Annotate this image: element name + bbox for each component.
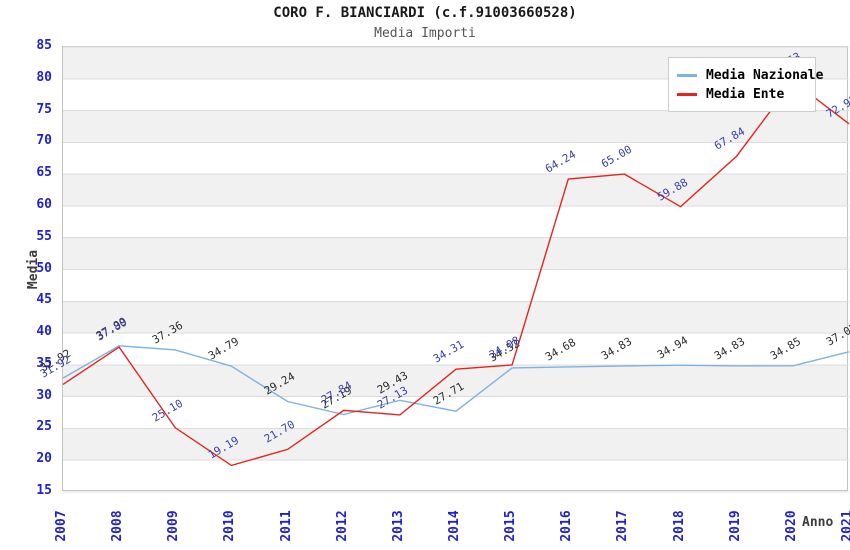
chart-svg [62,46,850,493]
x-tick-label: 2016 [559,510,575,542]
x-tick-label: 2019 [727,510,743,542]
legend-line-swatch [677,74,697,77]
y-tick-label: 85 [36,38,52,53]
x-tick-label: 2013 [390,510,406,542]
x-tick-label: 2012 [334,510,350,542]
x-tick-label: 2018 [671,510,687,542]
y-tick-label: 55 [36,228,52,244]
x-tick-label: 2020 [783,510,799,542]
x-tick-label: 2007 [54,510,69,542]
y-tick-label: 40 [36,324,52,340]
y-tick-label: 50 [36,260,52,276]
y-tick-label: 15 [36,483,52,498]
y-tick-label: 20 [36,451,52,467]
legend-line-swatch [677,93,697,96]
chart-title: CORO F. BIANCIARDI (c.f.91003660528) [273,5,577,21]
series-line-media-ente [62,80,850,467]
x-tick-label: 2010 [222,510,238,542]
plot-area: 32.92 37.99 37.36 34.79 29.24 27.19 29.43 27.71… [38,46,850,493]
y-tick-label: 75 [36,101,52,117]
y-tick-label: 60 [36,196,52,212]
legend-label: Media Ente [706,87,785,102]
y-tick-label: 80 [36,69,52,85]
x-tick-label: 2014 [447,510,462,542]
y-tick-label: 35 [36,355,52,371]
legend-item: Media Ente [677,86,807,103]
x-tick-label: 2017 [615,510,631,542]
chart-subtitle: Media Importi [374,26,476,41]
x-tick-label: 2008 [110,510,126,542]
y-tick-label: 65 [36,165,52,181]
legend-label: Media Nazionale [706,68,824,83]
legend-item: Media Nazionale [677,67,823,84]
x-tick-label: 2009 [166,510,182,542]
x-tick-label: 2011 [278,510,294,542]
legend: Media Nazionale Media Ente [668,57,823,112]
series-line-media-nazionale [62,345,850,416]
x-axis-title: Anno [802,515,834,530]
y-tick-label: 45 [36,292,52,308]
x-tick-label: 2015 [503,510,519,542]
y-tick-label: 70 [36,133,52,149]
y-tick-label: 25 [36,419,52,435]
x-tick-label: 2021 [840,510,850,542]
y-tick-label: 30 [36,387,52,403]
